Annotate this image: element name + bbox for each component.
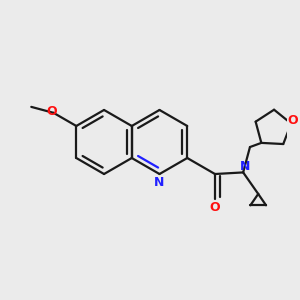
Text: N: N bbox=[240, 160, 250, 173]
Text: O: O bbox=[210, 200, 220, 214]
Text: O: O bbox=[288, 114, 298, 128]
Text: N: N bbox=[154, 176, 165, 188]
Text: O: O bbox=[46, 105, 57, 118]
